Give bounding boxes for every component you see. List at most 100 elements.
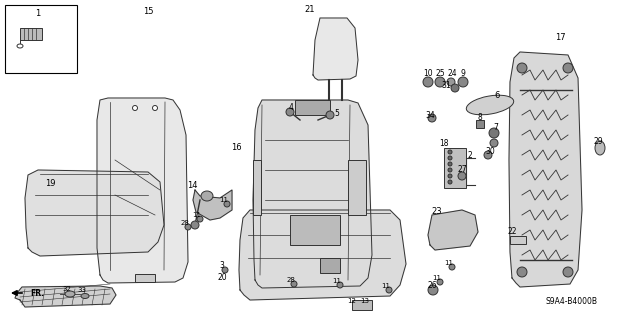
Ellipse shape xyxy=(354,303,366,309)
Circle shape xyxy=(448,168,452,172)
Circle shape xyxy=(152,106,157,110)
Text: 33: 33 xyxy=(77,287,86,293)
Text: 10: 10 xyxy=(423,69,433,78)
Text: 19: 19 xyxy=(45,179,55,188)
Circle shape xyxy=(490,139,498,147)
Circle shape xyxy=(222,267,228,273)
Text: 24: 24 xyxy=(447,69,457,78)
Bar xyxy=(476,120,484,128)
Circle shape xyxy=(458,172,466,180)
Ellipse shape xyxy=(467,95,514,115)
Text: 11: 11 xyxy=(193,212,202,218)
Ellipse shape xyxy=(81,293,89,299)
Polygon shape xyxy=(509,52,582,287)
Circle shape xyxy=(563,267,573,277)
Text: 11: 11 xyxy=(433,275,442,281)
Circle shape xyxy=(197,216,203,222)
Circle shape xyxy=(191,221,199,229)
Text: 28: 28 xyxy=(287,277,296,283)
Text: 15: 15 xyxy=(143,8,153,17)
Text: S9A4-B4000B: S9A4-B4000B xyxy=(546,298,598,307)
Circle shape xyxy=(448,162,452,166)
Circle shape xyxy=(185,224,191,230)
Circle shape xyxy=(337,282,343,288)
Text: 2: 2 xyxy=(468,151,472,160)
Circle shape xyxy=(326,111,334,119)
Text: 25: 25 xyxy=(435,70,445,78)
Text: 20: 20 xyxy=(217,273,227,283)
Ellipse shape xyxy=(595,141,605,155)
Text: 18: 18 xyxy=(439,139,449,149)
Ellipse shape xyxy=(17,44,23,48)
Text: 17: 17 xyxy=(555,33,565,42)
Text: 16: 16 xyxy=(230,144,241,152)
Text: FR.: FR. xyxy=(30,288,44,298)
Circle shape xyxy=(448,180,452,184)
Text: 22: 22 xyxy=(508,227,516,236)
Text: 29: 29 xyxy=(593,137,603,146)
Text: 11: 11 xyxy=(445,260,454,266)
Circle shape xyxy=(489,128,499,138)
Bar xyxy=(510,236,526,244)
Bar xyxy=(20,28,42,40)
Text: 11: 11 xyxy=(220,197,228,203)
Circle shape xyxy=(437,279,443,285)
Circle shape xyxy=(563,63,573,73)
Text: 27: 27 xyxy=(457,166,467,174)
Circle shape xyxy=(451,84,459,92)
Bar xyxy=(352,300,372,310)
Text: 28: 28 xyxy=(180,220,189,226)
Circle shape xyxy=(291,281,297,287)
Text: 23: 23 xyxy=(432,207,442,217)
Text: 14: 14 xyxy=(187,181,197,189)
Bar xyxy=(295,100,330,115)
Circle shape xyxy=(428,114,436,122)
Text: 3: 3 xyxy=(220,261,225,270)
Bar xyxy=(290,215,340,245)
Circle shape xyxy=(448,174,452,178)
Text: 13: 13 xyxy=(360,298,369,304)
Text: 11: 11 xyxy=(333,278,342,284)
Ellipse shape xyxy=(65,291,75,297)
Text: 32: 32 xyxy=(63,286,72,292)
Circle shape xyxy=(428,285,438,295)
Polygon shape xyxy=(239,210,406,300)
Ellipse shape xyxy=(201,191,213,201)
Text: 31: 31 xyxy=(441,80,451,90)
Text: 8: 8 xyxy=(477,114,483,122)
Text: 5: 5 xyxy=(335,109,339,118)
Polygon shape xyxy=(313,18,358,80)
Polygon shape xyxy=(428,210,478,250)
Text: 11: 11 xyxy=(381,283,390,289)
Text: 21: 21 xyxy=(305,5,316,14)
Text: 1: 1 xyxy=(35,9,40,18)
Bar xyxy=(135,274,155,282)
Circle shape xyxy=(484,151,492,159)
Circle shape xyxy=(435,77,445,87)
Bar xyxy=(320,258,340,273)
Text: 9: 9 xyxy=(461,70,465,78)
Polygon shape xyxy=(25,170,164,256)
Polygon shape xyxy=(193,190,232,220)
Polygon shape xyxy=(253,100,372,288)
Circle shape xyxy=(517,63,527,73)
Bar xyxy=(444,148,466,188)
Text: 4: 4 xyxy=(289,103,293,113)
Circle shape xyxy=(448,156,452,160)
Text: 12: 12 xyxy=(348,298,356,304)
Text: 7: 7 xyxy=(493,123,499,132)
Circle shape xyxy=(449,264,455,270)
Text: 34: 34 xyxy=(425,110,435,120)
Circle shape xyxy=(447,78,455,86)
Circle shape xyxy=(132,106,138,110)
Circle shape xyxy=(423,77,433,87)
Text: 26: 26 xyxy=(427,280,437,290)
Polygon shape xyxy=(15,286,116,307)
Circle shape xyxy=(386,287,392,293)
Circle shape xyxy=(448,150,452,154)
Circle shape xyxy=(517,267,527,277)
Bar xyxy=(348,160,366,215)
Circle shape xyxy=(458,77,468,87)
Circle shape xyxy=(224,201,230,207)
Text: 30: 30 xyxy=(485,147,495,157)
